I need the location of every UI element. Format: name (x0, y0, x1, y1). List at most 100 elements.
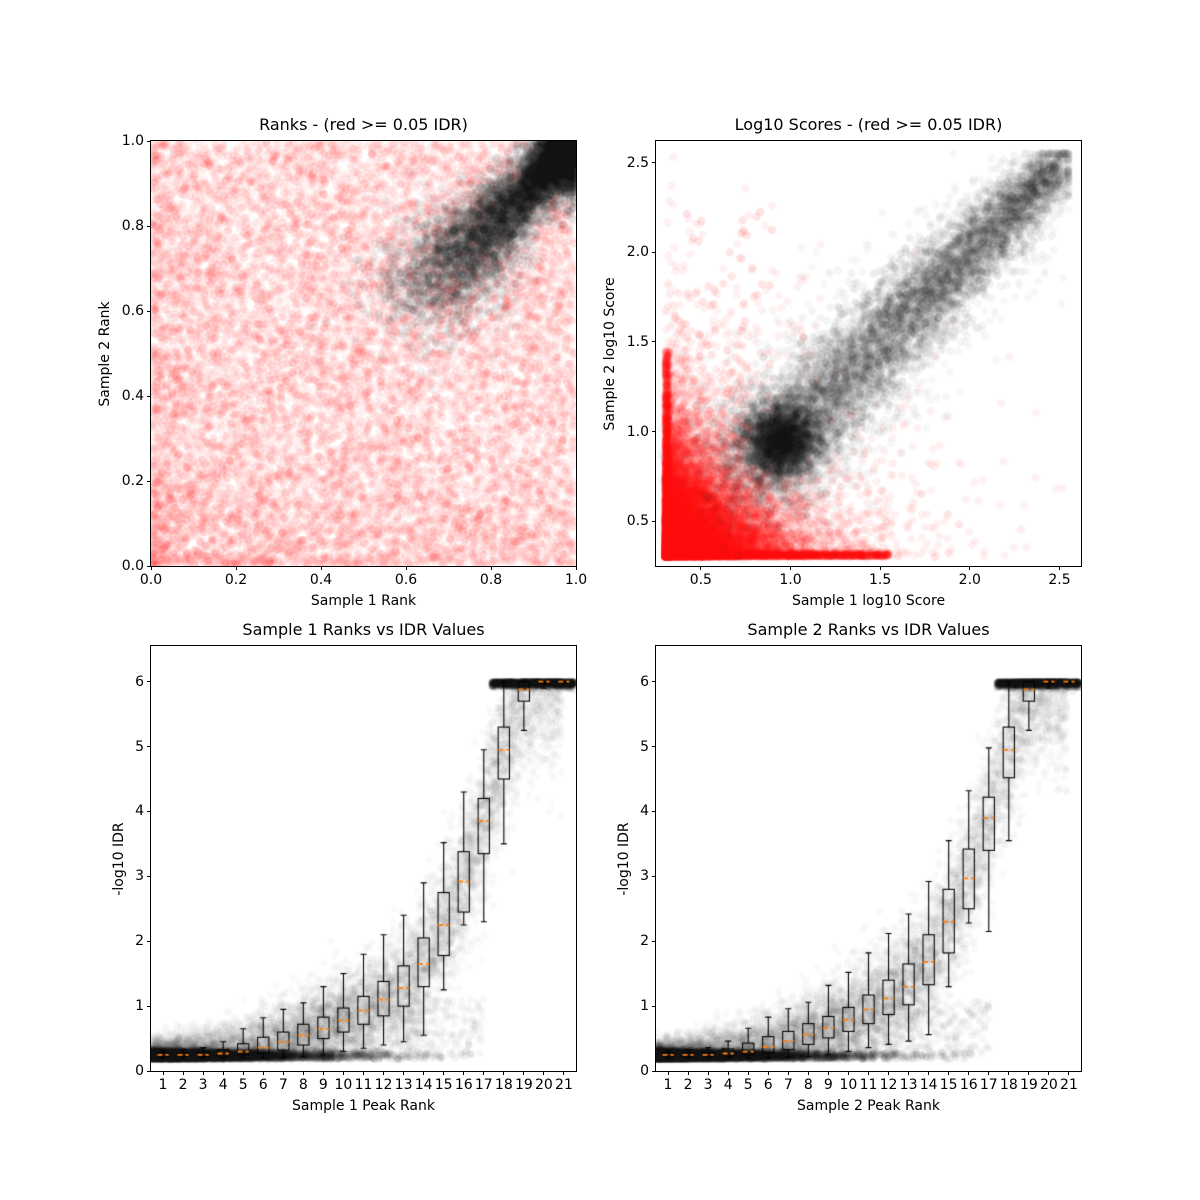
y-tick (147, 310, 151, 312)
y-tick (147, 1070, 151, 1072)
x-tick-label: 2.0 (958, 572, 981, 588)
x-tick-label: 3 (703, 1077, 713, 1093)
x-tick (1008, 1071, 1010, 1075)
x-tick (162, 1071, 164, 1075)
rank-scatter-canvas (151, 141, 576, 566)
x-tick-label: 7 (783, 1077, 793, 1093)
x-tick (847, 1071, 849, 1075)
y-tick-label: 4 (135, 803, 144, 820)
y-tick (652, 1005, 656, 1007)
axis-ticks: 0.0 0.2 0.4 0.6 0.8 1.0 0.0 0.2 0.4 0.6 0.8 1.0 (122, 133, 587, 588)
y-tick-label: 4 (640, 803, 649, 820)
x-tick (235, 566, 237, 570)
x-tick-label: 0.2 (224, 572, 248, 588)
y-tick-label: 0.8 (121, 218, 144, 234)
x-tick-label: 14 (919, 1077, 938, 1093)
x-tick-label: 18 (999, 1077, 1018, 1093)
y-tick-label: 0.2 (121, 473, 144, 489)
x-tick (827, 1071, 829, 1075)
score-scatter-canvas (656, 141, 1081, 566)
y-tick (147, 940, 151, 942)
y-tick-label: 0 (640, 1063, 649, 1079)
y-tick-label: 6 (135, 673, 144, 690)
y-tick (652, 1070, 656, 1072)
y-tick (147, 140, 151, 142)
y-tick-label: 1.5 (626, 333, 649, 350)
x-tick (787, 1071, 789, 1075)
x-tick-label: 12 (374, 1077, 393, 1093)
y-tick (147, 480, 151, 482)
x-tick-label: 19 (514, 1077, 533, 1093)
x-tick-label: 10 (334, 1077, 353, 1093)
x-tick-label: 6 (763, 1077, 773, 1093)
y-tick-label: 2 (640, 933, 649, 950)
subplot-sample2-idr: Sample 2 Ranks vs IDR Values 1 2 3 4 5 6 7 8 9 10… (616, 620, 1082, 1114)
x-tick-label: 14 (414, 1077, 433, 1093)
y-tick-label: 1.0 (121, 133, 144, 149)
x-tick-label: 3 (198, 1077, 208, 1093)
x-tick (747, 1071, 749, 1075)
y-tick (652, 746, 656, 748)
y-axis-label: -log10 IDR (111, 821, 127, 896)
x-tick (563, 1071, 565, 1075)
x-tick (700, 566, 702, 570)
plot-title: Sample 2 Ranks vs IDR Values (747, 620, 990, 639)
x-tick-label: 17 (474, 1077, 493, 1093)
x-tick (423, 1071, 425, 1075)
x-tick (523, 1071, 525, 1075)
x-tick (405, 566, 407, 570)
x-tick (707, 1071, 709, 1075)
x-tick (282, 1071, 284, 1075)
x-tick-label: 0.5 (689, 572, 712, 588)
x-tick-label: 16 (959, 1077, 978, 1093)
plot-title: Sample 1 Ranks vs IDR Values (242, 620, 485, 639)
x-tick-label: 21 (1060, 1077, 1078, 1093)
y-tick-label: 1.0 (626, 423, 649, 440)
x-tick-label: 8 (803, 1077, 813, 1093)
x-tick (789, 566, 791, 570)
x-tick-label: 7 (278, 1077, 288, 1093)
x-tick (182, 1071, 184, 1075)
x-tick (483, 1071, 485, 1075)
x-tick (363, 1071, 364, 1075)
x-tick (908, 1071, 910, 1075)
x-tick-label: 18 (494, 1077, 513, 1093)
x-tick (1068, 1071, 1070, 1075)
x-tick-label: 17 (979, 1077, 998, 1093)
sample1-idr-canvas (151, 646, 576, 1071)
x-tick-label: 16 (454, 1077, 473, 1093)
y-tick (147, 1005, 151, 1007)
x-axis-label: Sample 1 Peak Rank (292, 1098, 435, 1114)
x-tick-label: 15 (939, 1077, 958, 1093)
y-tick-label: 1 (135, 998, 144, 1015)
x-tick-label: 2 (178, 1077, 188, 1093)
plot-title: Ranks - (red >= 0.05 IDR) (259, 115, 468, 134)
x-tick (868, 1071, 869, 1075)
x-tick (543, 1071, 545, 1075)
x-tick-label: 0.0 (139, 572, 163, 588)
y-tick-label: 6 (640, 673, 649, 690)
x-tick (988, 1071, 990, 1075)
x-tick-label: 5 (743, 1077, 753, 1093)
x-tick-label: 5 (238, 1077, 248, 1093)
x-tick-label: 11 (859, 1077, 878, 1093)
x-tick (928, 1071, 930, 1075)
y-axis-label: Sample 2 Rank (97, 300, 113, 407)
x-tick (322, 1071, 324, 1075)
x-tick (969, 566, 971, 570)
x-tick-label: 12 (879, 1077, 898, 1093)
y-tick (147, 225, 151, 227)
y-tick-label: 3 (640, 868, 649, 885)
y-tick (147, 681, 151, 683)
axis-ticks: 1 2 3 4 5 6 7 8 9 10 11 12 13 14 15 16 17 18 19 20 21 0 1 2 3 4 5 6 (135, 646, 576, 1093)
x-tick (888, 1071, 890, 1075)
x-tick-label: 1.0 (564, 572, 588, 588)
y-tick-label: 3 (135, 868, 144, 885)
x-tick-label: 4 (218, 1077, 228, 1093)
x-tick (490, 566, 492, 570)
y-tick-label: 0 (135, 1063, 144, 1079)
x-tick-label: 15 (434, 1077, 453, 1093)
y-tick-label: 5 (640, 738, 649, 755)
x-tick (242, 1071, 244, 1075)
x-tick (767, 1071, 769, 1075)
